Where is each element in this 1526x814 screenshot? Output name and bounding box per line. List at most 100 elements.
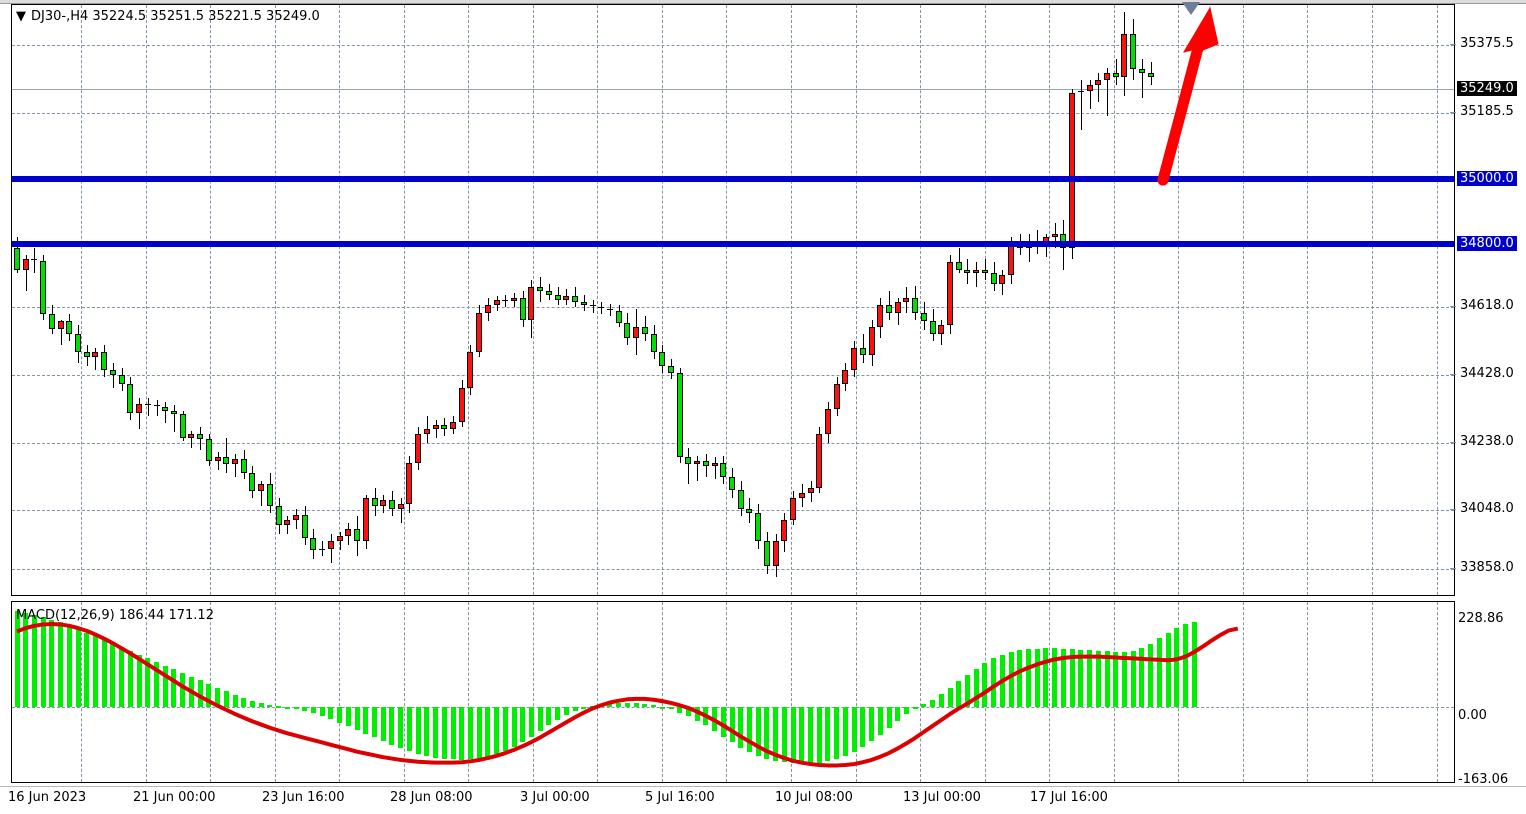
- candle-body: [258, 484, 265, 492]
- macd-indicator-panel[interactable]: MACD(12,26,9) 186.44 171.12: [11, 601, 1455, 783]
- candle-body: [816, 434, 823, 488]
- macd-histogram-bar: [572, 707, 578, 711]
- candle-wick: [715, 457, 716, 479]
- macd-histogram-bar: [180, 673, 186, 708]
- macd-histogram-bar: [232, 694, 238, 708]
- price-gridline: [12, 45, 1454, 46]
- candle-body: [938, 325, 945, 334]
- candle-body: [519, 298, 526, 320]
- time-axis[interactable]: 16 Jun 2023 21 Jun 00:00 23 Jun 16:00 28 Ju…: [0, 786, 1526, 814]
- macd-plot-area[interactable]: [12, 602, 1454, 782]
- candle-body: [205, 439, 212, 461]
- macd-histogram-bar: [1043, 648, 1049, 708]
- price-plot-area[interactable]: [12, 5, 1454, 595]
- axis-tick: [1450, 306, 1456, 307]
- vertical-gridline: [920, 5, 921, 595]
- macd-histogram-bar: [537, 707, 543, 731]
- macd-histogram-bar: [1078, 649, 1084, 708]
- price-chart-panel[interactable]: [11, 4, 1455, 596]
- macd-histogram-bar: [685, 707, 691, 717]
- candle-body: [450, 421, 456, 429]
- macd-tick-label: 228.86: [1458, 611, 1504, 626]
- candle-body: [118, 375, 125, 385]
- macd-histogram-bar: [433, 707, 439, 758]
- candle-body: [223, 457, 230, 465]
- candle-wick: [26, 255, 27, 292]
- macd-axis[interactable]: 228.86 0.00 -163.06: [1456, 601, 1526, 787]
- level-price-badge[interactable]: 35000.0: [1457, 171, 1517, 186]
- candle-body: [1112, 72, 1119, 77]
- candle-body: [920, 312, 927, 322]
- candle-body: [798, 493, 805, 499]
- candle-body: [842, 369, 849, 385]
- macd-histogram-bar: [136, 654, 142, 708]
- vertical-gridline: [985, 5, 986, 595]
- candle-wick: [235, 453, 236, 477]
- macd-histogram-bar: [310, 707, 316, 714]
- vertical-gridline: [1049, 602, 1050, 782]
- candle-body: [685, 457, 692, 465]
- candle-body: [641, 326, 648, 334]
- price-gridline: [12, 375, 1454, 376]
- price-axis[interactable]: 35375.5 35249.0 35185.5 35000.0 34800.0 34618…: [1450, 4, 1526, 596]
- window-top-strip: [0, 0, 1526, 4]
- resistance-35000-line[interactable]: [12, 176, 1454, 182]
- macd-histogram-bar: [546, 707, 552, 726]
- candle-wick: [889, 291, 890, 320]
- candle-wick: [436, 419, 437, 438]
- candle-body: [232, 459, 238, 465]
- candle-wick: [1107, 67, 1108, 116]
- vertical-gridline: [81, 602, 82, 782]
- chart-ohlc-label: DJ30-,H4 35224.5 35251.5 35221.5 35249.0: [31, 9, 320, 24]
- vertical-gridline: [468, 602, 469, 782]
- candle-body: [336, 536, 343, 542]
- vertical-gridline: [662, 602, 663, 782]
- candle-body: [502, 300, 509, 301]
- macd-histogram-bar: [1182, 624, 1188, 708]
- vertical-gridline: [1114, 5, 1115, 595]
- macd-tick-label: 0.00: [1458, 708, 1487, 723]
- macd-tick-label: -163.06: [1458, 772, 1509, 787]
- macd-histogram-bar: [903, 707, 909, 715]
- candle-body: [720, 462, 727, 477]
- support-34800-line[interactable]: [12, 241, 1454, 247]
- vertical-gridline: [210, 5, 211, 595]
- candle-body: [955, 262, 962, 270]
- macd-histogram-bar: [677, 707, 683, 713]
- candle-body: [851, 348, 858, 370]
- candle-wick: [401, 498, 402, 524]
- macd-histogram-bar: [145, 658, 151, 708]
- candle-body: [1077, 90, 1084, 92]
- vertical-gridline: [404, 602, 405, 782]
- candle-body: [14, 248, 20, 270]
- candle-body: [301, 514, 308, 538]
- macd-histogram-bar: [511, 707, 517, 747]
- candle-body: [22, 258, 29, 270]
- macd-histogram-bar: [66, 625, 72, 708]
- vertical-gridline: [726, 5, 727, 595]
- vertical-gridline: [1243, 5, 1244, 595]
- candle-body: [197, 434, 204, 440]
- collapse-triangle-icon[interactable]: ▼: [16, 9, 26, 24]
- time-tick-label: 13 Jul 00:00: [903, 790, 981, 805]
- macd-histogram-bar: [895, 707, 901, 721]
- candle-body: [650, 333, 657, 352]
- macd-histogram-bar: [877, 707, 883, 735]
- current-price-badge[interactable]: 35249.0: [1457, 81, 1517, 96]
- macd-histogram-bar: [956, 681, 962, 708]
- macd-histogram-bar: [755, 707, 761, 756]
- macd-histogram-bar: [1148, 643, 1154, 708]
- candle-body: [354, 528, 361, 542]
- candle-body: [484, 305, 491, 313]
- price-tick-label: 34428.0: [1460, 366, 1514, 381]
- macd-histogram-bar: [345, 707, 351, 727]
- macd-histogram-bar: [389, 707, 395, 745]
- candle-body: [824, 409, 831, 435]
- price-gridline: [12, 510, 1454, 511]
- vertical-gridline: [1049, 5, 1050, 595]
- macd-histogram-bar: [241, 697, 247, 708]
- level-price-badge[interactable]: 34800.0: [1457, 236, 1517, 251]
- candle-body: [781, 519, 788, 542]
- price-gridline: [12, 113, 1454, 114]
- macd-histogram-bar: [84, 632, 90, 708]
